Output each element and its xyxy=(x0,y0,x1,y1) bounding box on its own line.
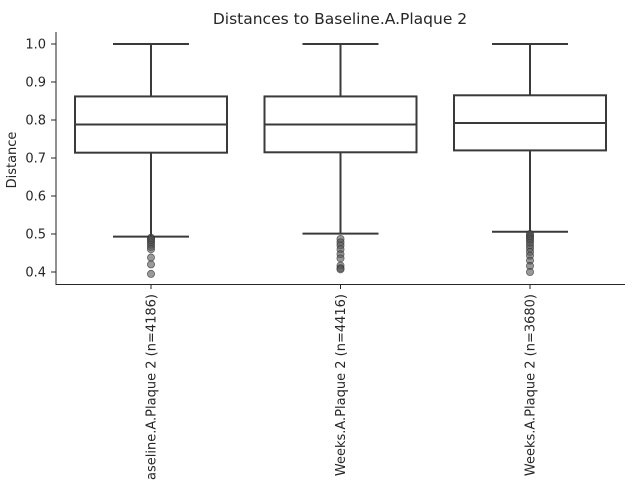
outlier-point xyxy=(336,265,345,274)
y-tick-label: 0.5 xyxy=(25,228,46,243)
y-tick-label: 0.6 xyxy=(25,190,46,205)
outlier-point xyxy=(146,260,155,269)
y-tick-label: 0.4 xyxy=(25,266,46,281)
x-category-label: Baseline.A.Plaque 2 (n=4186) xyxy=(145,294,160,480)
y-tick-label: 0.9 xyxy=(25,76,46,91)
y-tick-label: 0.8 xyxy=(25,114,46,129)
plot-area: 0.4 0.5 0.6 0.7 0.8 0.9 1.0 Baseline.A.Plaque 2… xyxy=(25,38,607,480)
y-axis-label: Distance xyxy=(5,132,20,189)
outlier-point xyxy=(146,269,155,278)
outlier-point xyxy=(336,254,345,263)
y-tick-label: 0.7 xyxy=(25,152,46,167)
x-category-label: Weeks.A.Plaque 2 (n=3680) xyxy=(524,294,539,476)
x-category-label: Weeks.A.Plaque 2 (n=4416) xyxy=(334,294,349,476)
chart-title: Distances to Baseline.A.Plaque 2 xyxy=(213,10,467,28)
outlier-point xyxy=(146,253,155,262)
y-tick-label: 1.0 xyxy=(25,38,46,53)
outlier-point xyxy=(526,267,535,276)
outlier-point xyxy=(146,245,155,254)
